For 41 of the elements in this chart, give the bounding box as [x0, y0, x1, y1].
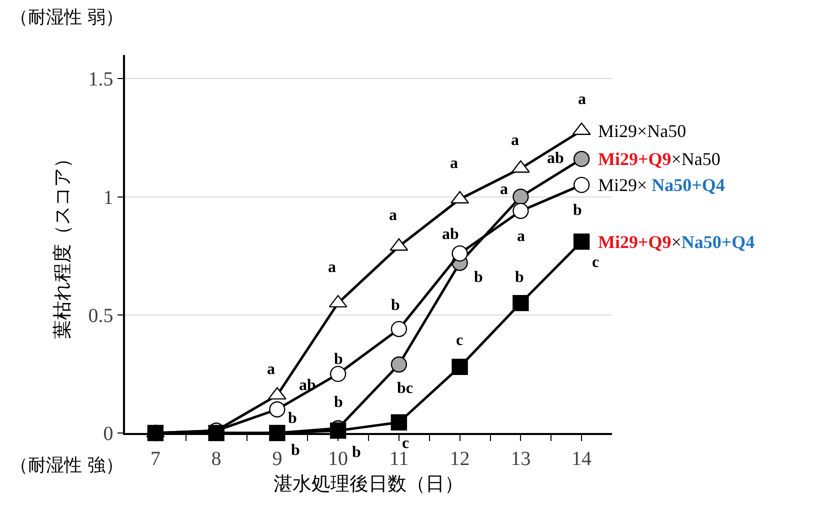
x-tick-label: 12 — [450, 448, 470, 470]
x-tick-label: 9 — [272, 448, 282, 470]
annotation: c — [456, 332, 464, 349]
annotation: a — [389, 207, 397, 224]
series-label: Mi29+Q9×Na50+Q4 — [598, 232, 755, 252]
annotation: ab — [442, 226, 459, 243]
annotation: c — [592, 254, 600, 271]
series-label: Mi29× Na50+Q4 — [598, 175, 725, 195]
y-tick-label: 1 — [103, 186, 114, 209]
annotation: bc — [397, 380, 413, 397]
y-tick-label: 1.5 — [88, 68, 114, 91]
series-label: Mi29×Na50 — [598, 121, 686, 141]
annotation: a — [328, 259, 336, 276]
x-axis-title: 湛水処理後日数（日） — [274, 473, 464, 496]
annotation: b — [334, 351, 343, 368]
annotation: ab — [547, 150, 564, 167]
annotation: b — [573, 202, 582, 219]
annotation: b — [288, 410, 297, 427]
annotation: a — [500, 181, 508, 198]
annotation: a — [511, 132, 519, 149]
annotation: b — [515, 269, 524, 286]
annotation: b — [334, 394, 343, 411]
text: （耐湿性 弱） — [10, 7, 124, 28]
annotation: a — [517, 228, 525, 245]
series-label: Mi29+Q9×Na50 — [598, 149, 720, 169]
y-axis-title: 葉枯れ程度（スコア） — [52, 149, 74, 339]
y-tick-label: 0.5 — [88, 304, 114, 327]
annotation: b — [391, 297, 400, 314]
text: （耐湿性 強） — [10, 455, 124, 476]
x-tick-label: 10 — [328, 448, 348, 470]
x-tick-label: 8 — [211, 448, 222, 470]
text: b — [352, 444, 361, 461]
y-tick-label: 0 — [103, 423, 114, 445]
annotation: b — [474, 269, 483, 286]
annotation: a — [450, 155, 458, 172]
x-tick-label: 7 — [150, 448, 160, 470]
annotation: a — [578, 91, 586, 108]
annotation: a — [267, 361, 275, 378]
text: b — [291, 442, 300, 459]
x-tick-label: 13 — [510, 448, 531, 470]
x-tick-label: 14 — [572, 448, 592, 470]
